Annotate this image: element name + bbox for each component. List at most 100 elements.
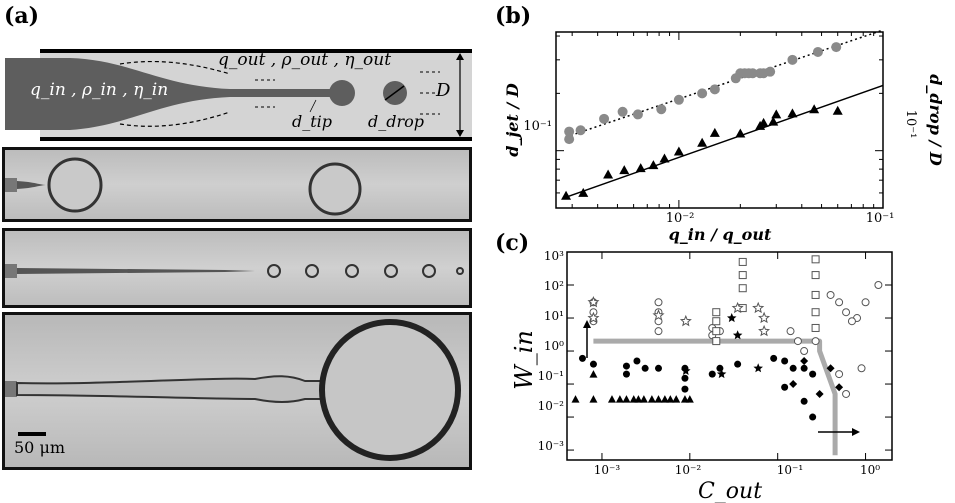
- chart-c-point-filled-triangle: [639, 395, 648, 403]
- chart-c-point-open-square: [811, 290, 820, 299]
- chart-c-point-open-star: [758, 311, 771, 324]
- chart-b-xlabel: q_in / q_out: [669, 225, 772, 244]
- chart-b-point-circle: [709, 84, 720, 95]
- chart-c-point-filled-circle: [654, 364, 662, 372]
- chart-c-point-filled-circle: [578, 354, 586, 362]
- chart-c-xtick-4: 10⁰: [860, 463, 880, 477]
- chart-c-point-filled-diamond: [800, 356, 809, 365]
- chart-c-point-open-square: [811, 308, 820, 317]
- chart-c-point-filled-circle: [770, 354, 778, 362]
- chart-b-point-triangle: [619, 165, 630, 175]
- chart-c-point-filled-circle: [681, 385, 689, 393]
- chart-b-point-triangle: [648, 160, 659, 170]
- chart-b-point-circle: [599, 113, 610, 124]
- chart-c-ytick-5: 10⁻¹: [538, 369, 564, 383]
- chart-c-point-open-square: [738, 284, 747, 293]
- chart-c-point-open-square: [712, 308, 721, 317]
- chart-c-point-open-square: [712, 337, 721, 346]
- chart-b-fit-line-2: [565, 84, 884, 198]
- chart-c-point-open-star: [731, 301, 744, 314]
- chart-b-point-triangle: [603, 169, 614, 179]
- chart-c-point-filled-triangle: [634, 395, 643, 403]
- chart-c-point-filled-circle: [622, 370, 630, 378]
- chart-c-point-filled-triangle: [647, 395, 656, 403]
- chart-b-frame: [555, 31, 884, 209]
- chart-b-point-triangle: [809, 104, 820, 114]
- chart-c-point-open-circle: [842, 308, 851, 317]
- chart-c-point-filled-triangle: [666, 395, 675, 403]
- chart-c-point-filled-diamond: [835, 383, 844, 392]
- chart-b-xtick-1: 10⁻²: [666, 211, 695, 226]
- chart-c-point-open-circle: [800, 347, 809, 356]
- chart-c-point-filled-triangle: [660, 395, 669, 403]
- chart-c-point-filled-star: [681, 365, 691, 375]
- chart-c-ytick-3: 10¹: [544, 309, 564, 323]
- right-arrow-head: [852, 428, 860, 436]
- chart-c-point-filled-circle: [809, 413, 817, 421]
- channel-width-label: D: [436, 80, 451, 101]
- chart-b-xtick-2: 10⁻¹: [866, 211, 895, 226]
- chart-c-point-open-square: [811, 255, 820, 264]
- chart-c-ylabel: W_in: [510, 330, 538, 390]
- chart-c-point-filled-star: [753, 363, 763, 373]
- chart-c-point-open-square: [712, 317, 721, 326]
- chart-c-point-open-circle: [654, 298, 663, 307]
- chart-b-point-circle: [747, 68, 758, 79]
- chart-b-point-triangle: [709, 127, 720, 137]
- chart-b-point-triangle: [832, 105, 843, 115]
- chart-c-point-filled-star: [732, 330, 743, 340]
- chart-c-point-filled-triangle: [571, 395, 580, 403]
- chart-c-point-open-circle: [654, 327, 663, 336]
- chart-b-point-circle: [673, 94, 684, 105]
- chart-b-point-circle: [564, 134, 575, 145]
- chart-b-point-triangle: [735, 128, 746, 138]
- chart-c-point-filled-star: [716, 369, 727, 379]
- chart-c-ytick-2: 10²: [544, 279, 564, 293]
- chart-c-point-filled-diamond: [815, 389, 824, 398]
- chart-c-point-open-circle: [847, 317, 856, 326]
- chart-b-point-triangle: [673, 146, 684, 156]
- chart-c-point-filled-circle: [734, 360, 742, 368]
- chart-c-point-filled-triangle: [654, 395, 663, 403]
- chart-c-point-open-circle: [835, 298, 844, 307]
- chart-c-point-filled-circle: [708, 370, 716, 378]
- chart-c-point-filled-circle: [633, 357, 641, 365]
- channel-schematic: [5, 49, 472, 141]
- chart-c-xtick-2: 10⁻²: [675, 463, 702, 477]
- up-arrow-head: [583, 320, 591, 328]
- chart-b-ylabel-left: d_jet / D: [503, 83, 522, 157]
- chart-c-point-filled-circle: [716, 364, 724, 372]
- chart-c-point-filled-triangle: [607, 395, 616, 403]
- chart-b-ytick-right: 10⁻¹: [903, 110, 918, 139]
- chart-b-point-triangle: [578, 187, 589, 197]
- chart-c-regime-boundary: [593, 338, 838, 456]
- chart-b-point-circle: [812, 46, 823, 57]
- chart-b-point-triangle: [561, 190, 572, 200]
- chart-c-ytick-7: 10⁻³: [538, 439, 565, 453]
- chart-c-point-filled-circle: [681, 374, 689, 382]
- scale-bar: [18, 432, 46, 436]
- chart-c-point-open-star: [587, 296, 600, 308]
- micrograph-dripping: [2, 147, 472, 222]
- chart-b-point-circle: [697, 88, 708, 99]
- chart-c-point-open-star: [679, 314, 692, 327]
- chart-c-point-open-square: [738, 257, 747, 266]
- chart-c-point-open-star: [652, 309, 665, 321]
- chart-b-point-triangle: [635, 163, 646, 173]
- chart-c-point-open-square: [738, 271, 747, 280]
- chart-c-point-open-circle: [835, 370, 844, 379]
- chart-c-xtick-1: 10⁻³: [594, 463, 621, 477]
- chart-c-frame: [566, 251, 893, 461]
- chart-c-point-filled-circle: [789, 364, 797, 372]
- chart-c-point-filled-circle: [781, 383, 789, 391]
- chart-c-point-filled-triangle: [615, 395, 624, 403]
- chart-c-point-filled-triangle: [589, 370, 598, 378]
- chart-c-point-filled-circle: [800, 364, 808, 372]
- chart-b-ylabel-right: d_drop / D: [926, 74, 945, 166]
- chart-c-point-open-circle: [786, 327, 795, 336]
- panel-b-label: (b): [495, 3, 532, 29]
- chart-c-point-open-circle: [811, 337, 820, 346]
- chart-c-point-filled-circle: [622, 362, 630, 370]
- chart-c-point-filled-circle: [589, 360, 597, 368]
- chart-b-point-circle: [617, 106, 628, 117]
